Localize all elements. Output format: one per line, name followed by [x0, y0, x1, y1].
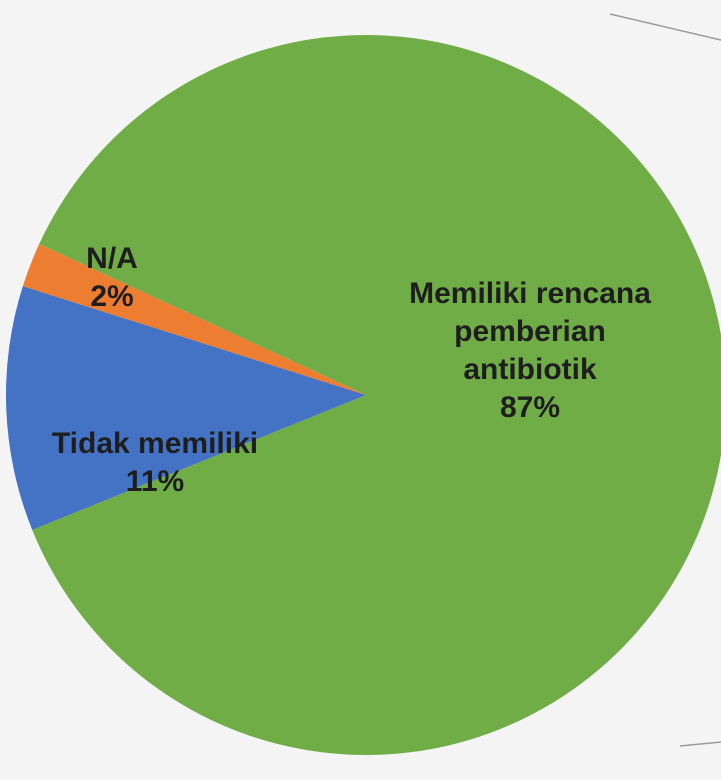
slice: [5, 286, 366, 530]
slice-label: Tidak memiliki: [52, 427, 258, 460]
slice-value: 87%: [500, 391, 560, 424]
slice-value: 11%: [126, 465, 184, 498]
labels: Memiliki rencana pemberian antibiotik 87% Ti…: [52, 242, 651, 498]
slice-label: N/A: [86, 242, 138, 275]
slice-label-line: Memiliki rencana: [409, 277, 651, 310]
slice-label: Memiliki rencana pemberian antibiotik: [409, 277, 651, 386]
slice-value: 2%: [90, 280, 133, 313]
slice: [32, 34, 721, 755]
pie: [5, 34, 721, 755]
frame-line: [609, 13, 721, 41]
slice-label-line: Tidak memiliki: [52, 427, 258, 460]
slice: [22, 243, 367, 395]
slice-label-line: N/A: [86, 242, 138, 275]
frame-line: [679, 741, 721, 747]
slice-label-line: antibiotik: [463, 353, 597, 386]
slice-label-line: pemberian: [454, 315, 606, 348]
